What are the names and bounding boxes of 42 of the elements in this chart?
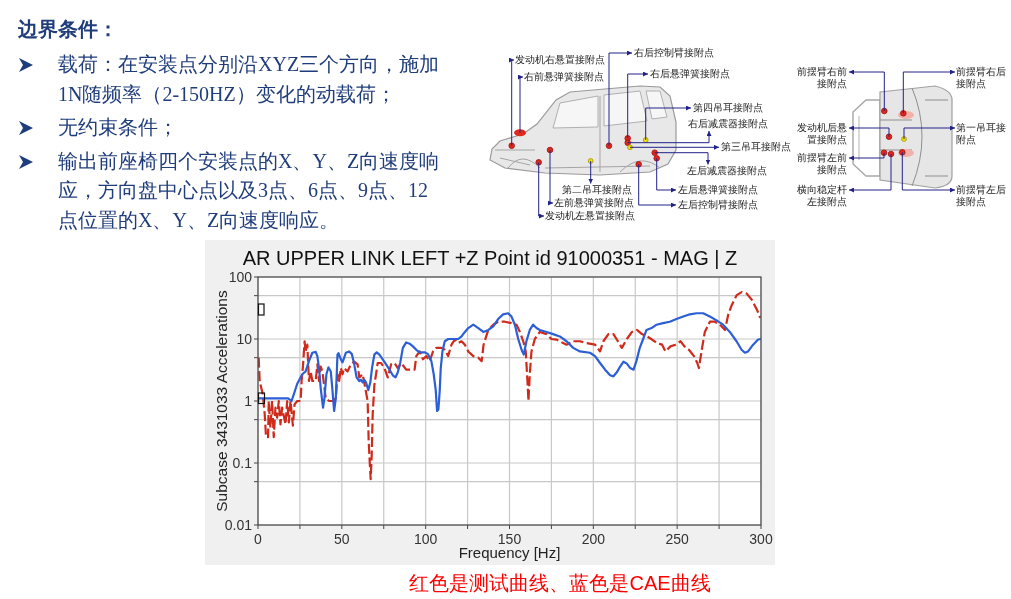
text: 输出前座椅四个安装点的X、Y、Z向速度响应，方向盘中心点以及3点、6点、9点、12点位置的X、Y、Z向速度响应。 [58, 148, 441, 233]
text: 左后减震器接附点 [687, 165, 767, 177]
text: 发动机右悬置接附点 [515, 54, 605, 66]
text: 发动机后悬置接附点 [796, 122, 847, 146]
y-tick-label: 0.1 [232, 455, 253, 471]
text: 左后悬弹簧接附点 [678, 184, 758, 196]
text: 第四吊耳接附点 [693, 102, 763, 114]
x-tick-label: 50 [334, 531, 350, 547]
text: 第二吊耳接附点 [562, 184, 632, 196]
y-tick-label: 1 [244, 393, 253, 409]
text: 横向稳定杆左接附点 [796, 184, 847, 208]
x-tick-label: 100 [413, 531, 438, 547]
x-tick-label: 0 [254, 531, 263, 547]
x-tick-label: 300 [749, 531, 773, 547]
text: 前摆臂左后接附点 [956, 184, 1007, 208]
y-axis-title: Subcase 3431033 Accelerations [213, 290, 230, 512]
text: 第一吊耳接附点 [956, 122, 1007, 146]
x-tick-label: 250 [665, 531, 690, 547]
text: 红色是测试曲线、蓝色是CAE曲线 [408, 571, 712, 595]
text: 左前悬弹簧接附点 [554, 197, 634, 209]
y-tick-label: 100 [228, 269, 253, 285]
y-tick-label: 10 [236, 331, 253, 347]
text: 边界条件： [18, 17, 118, 42]
text: 前摆臂右后接附点 [956, 66, 1007, 90]
text: 发动机左悬置接附点 [545, 210, 635, 222]
x-tick-label: 150 [497, 531, 522, 547]
text: 右前悬弹簧接附点 [524, 71, 604, 83]
line-series [258, 291, 761, 481]
text: 前摆臂左前接附点 [796, 152, 847, 176]
text: 前摆臂右前接附点 [796, 66, 847, 90]
text: 无约束条件； [58, 115, 179, 140]
text: 左后控制臂接附点 [678, 199, 758, 211]
chart-title: AR UPPER LINK LEFT +Z Point id 91000351 - MAG | Z [242, 247, 738, 269]
text: 第三吊耳接附点 [721, 141, 791, 153]
x-axis-title: Frequency [Hz] [458, 544, 561, 561]
y-tick-label: 0.01 [224, 517, 253, 533]
text: 载荷：在安装点分别沿XYZ三个方向，施加1N随频率（2-150HZ）变化的动载荷； [58, 52, 441, 107]
text: 右后减震器接附点 [688, 118, 768, 130]
x-tick-label: 200 [581, 531, 606, 547]
text: 右后悬弹簧接附点 [650, 68, 730, 80]
text: 右后控制臂接附点 [634, 47, 714, 59]
line-series [258, 312, 761, 413]
